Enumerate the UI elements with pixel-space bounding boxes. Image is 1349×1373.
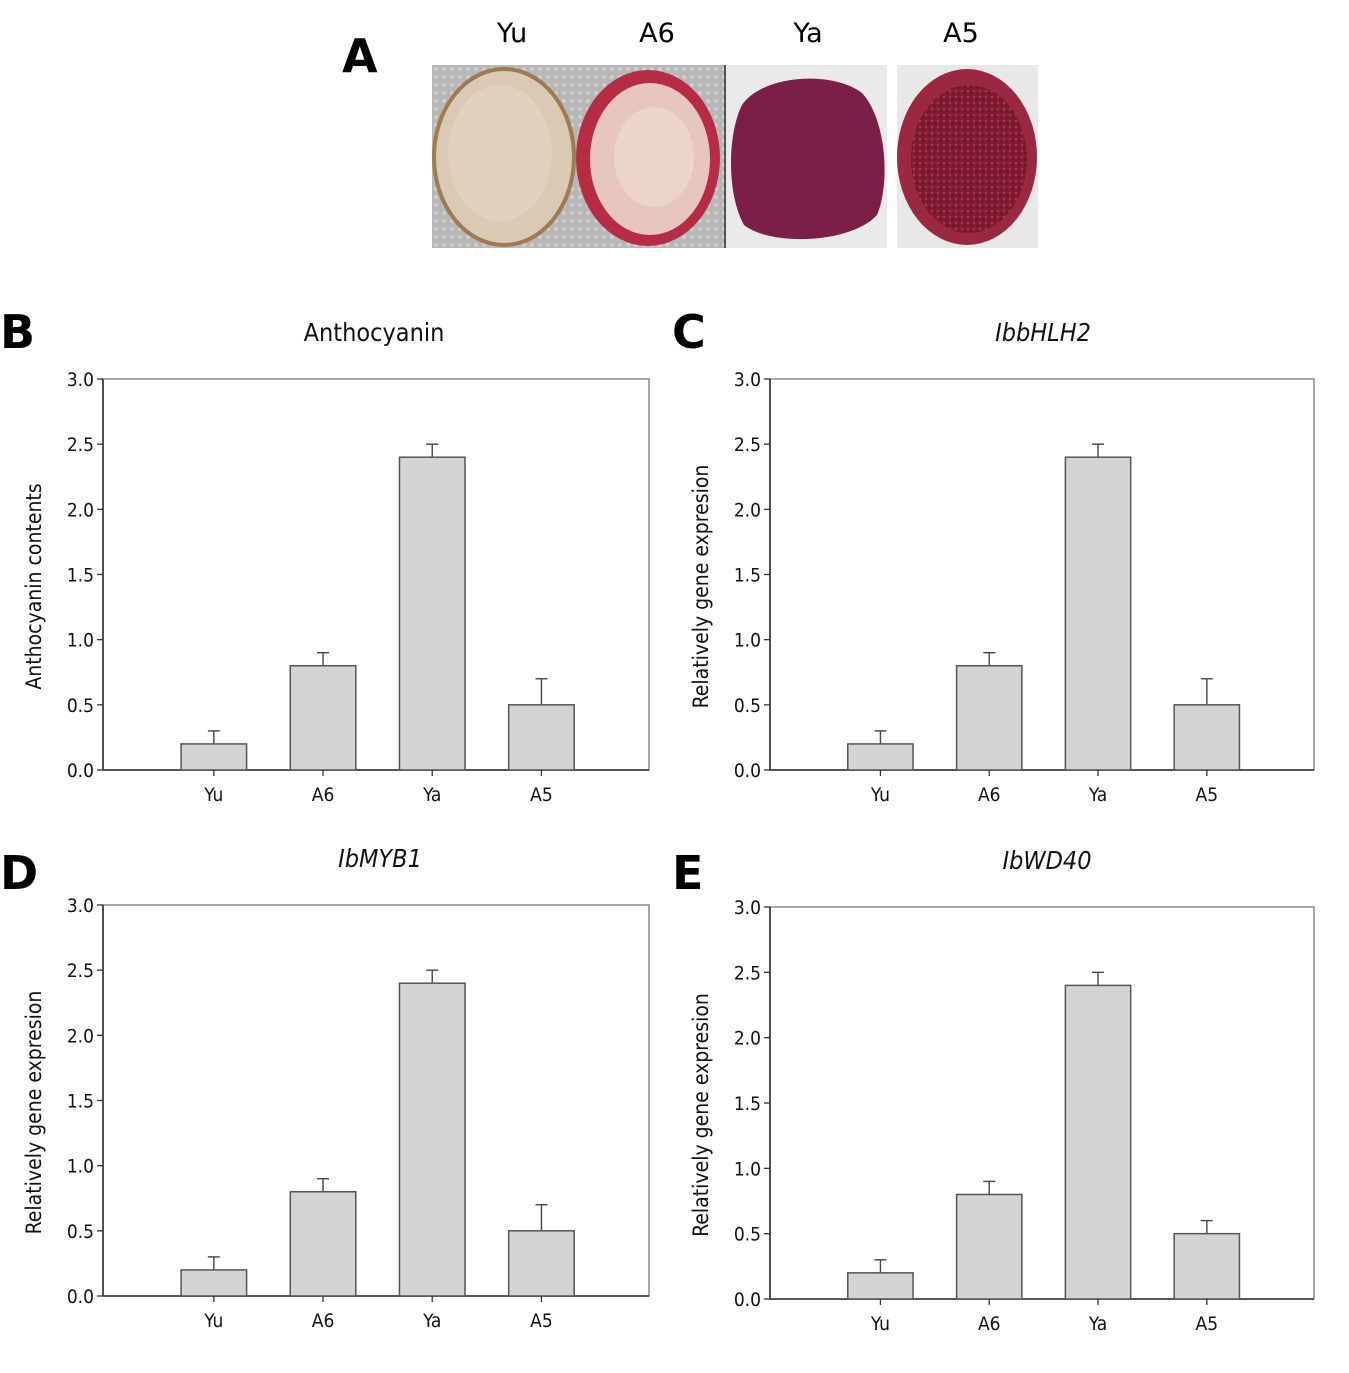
- chart-e-y-tick-label: 1.5: [734, 1093, 761, 1115]
- chart-d-x-tick-label: A6: [312, 1310, 335, 1332]
- chart-e-x-tick-label: A6: [978, 1313, 1001, 1335]
- chart-c-y-axis-title: Relatively gene expresion: [689, 465, 713, 709]
- chart-e-title: IbWD40: [1002, 846, 1091, 875]
- chart-d-bar-yu: [180, 1269, 248, 1297]
- slice-ya: [730, 78, 885, 240]
- panel-letter-c: C: [672, 305, 706, 359]
- chart-b-y-tick-label: 1.0: [67, 630, 94, 652]
- chart-d-x-tick-label: A5: [530, 1310, 553, 1332]
- chart-d-bar-ya: [398, 982, 466, 1297]
- chart-d-y-tick-label: 2.0: [67, 1025, 94, 1047]
- chart-b-x-tick-label: A6: [312, 784, 335, 806]
- photo-label-yu: Yu: [496, 18, 528, 49]
- chart-c-bar-a5: [1173, 704, 1241, 771]
- chart-d-y-axis-title: Relatively gene expresion: [22, 991, 46, 1235]
- chart-d-y-tick-label: 1.0: [67, 1156, 94, 1178]
- chart-d-title: IbMYB1: [338, 844, 422, 873]
- chart-d-y-tick-label: 0.0: [67, 1286, 94, 1308]
- panel-letter-a: A: [342, 29, 378, 83]
- chart-b-x-tick-label: Ya: [422, 784, 441, 806]
- chart-d-y-tick-label: 3.0: [67, 895, 94, 917]
- sweet-potato-photo-strip: [432, 65, 1038, 248]
- chart-b-x-tick-label: Yu: [203, 784, 223, 806]
- chart-b-y-tick-label: 0.5: [67, 695, 94, 717]
- chart-c-x-tick-label: Yu: [870, 784, 890, 806]
- chart-e-y-axis-title: Relatively gene expresion: [689, 993, 713, 1237]
- photo-label-a6: A6: [639, 18, 675, 49]
- chart-b-bar-a5: [507, 704, 575, 771]
- chart-c-title: IbbHLH2: [995, 318, 1091, 347]
- chart-d-y-tick-label: 2.5: [67, 960, 94, 982]
- chart-c-x-tick-label: A6: [978, 784, 1001, 806]
- chart-e-x-tick-label: A5: [1196, 1313, 1219, 1335]
- chart-e-y-tick-label: 0.5: [734, 1224, 761, 1246]
- chart-d-bar-a6: [289, 1190, 357, 1297]
- chart-b-title: Anthocyanin: [304, 318, 445, 347]
- chart-b-bar-yu: [180, 743, 248, 771]
- chart-b-y-tick-label: 0.0: [67, 760, 94, 782]
- chart-b-x-tick-label: A5: [530, 784, 553, 806]
- chart-b-y-tick-label: 3.0: [67, 369, 94, 391]
- chart-d-y-tick-label: 0.5: [67, 1221, 94, 1243]
- chart-e-x-tick-label: Ya: [1088, 1313, 1107, 1335]
- chart-e-y-tick-label: 1.0: [734, 1158, 761, 1180]
- chart-b-y-tick-label: 1.5: [67, 565, 94, 587]
- chart-d-y-tick-label: 1.5: [67, 1091, 94, 1113]
- chart-b-bar-a6: [289, 664, 357, 771]
- chart-c-y-tick-label: 2.0: [734, 499, 761, 521]
- chart-c-y-tick-label: 3.0: [734, 369, 761, 391]
- chart-b-y-axis-title: Anthocyanin contents: [22, 483, 46, 689]
- chart-b-bar-ya: [398, 456, 466, 771]
- panel-letter-e: E: [672, 846, 704, 900]
- chart-c-y-tick-label: 0.5: [734, 695, 761, 717]
- photo-label-ya: Ya: [793, 18, 823, 49]
- chart-e-bar-a6: [955, 1193, 1023, 1300]
- chart-e-y-tick-label: 2.5: [734, 962, 761, 984]
- chart-e-y-tick-label: 0.0: [734, 1289, 761, 1311]
- panel-letter-b: B: [0, 305, 36, 359]
- chart-c-y-tick-label: 1.5: [734, 565, 761, 587]
- chart-e-bar-yu: [847, 1272, 914, 1300]
- photo-label-a5: A5: [943, 18, 979, 49]
- chart-b-y-tick-label: 2.0: [67, 499, 94, 521]
- chart-c-y-tick-label: 1.0: [734, 630, 761, 652]
- chart-e-y-tick-label: 2.0: [734, 1028, 761, 1050]
- chart-b-y-tick-label: 2.5: [67, 434, 94, 456]
- chart-e-bar-a5: [1173, 1232, 1241, 1300]
- chart-d-bar-a5: [507, 1230, 575, 1297]
- chart-e-x-tick-label: Yu: [870, 1313, 890, 1335]
- chart-c-y-tick-label: 2.5: [734, 434, 761, 456]
- chart-d-x-tick-label: Ya: [422, 1310, 441, 1332]
- chart-d-x-tick-label: Yu: [203, 1310, 223, 1332]
- panel-letter-d: D: [0, 846, 39, 900]
- chart-e-y-tick-label: 3.0: [734, 897, 761, 919]
- chart-c-x-tick-label: A5: [1196, 784, 1219, 806]
- chart-c-y-tick-label: 0.0: [734, 760, 761, 782]
- chart-e-bar-ya: [1064, 984, 1132, 1300]
- chart-c-x-tick-label: Ya: [1088, 784, 1107, 806]
